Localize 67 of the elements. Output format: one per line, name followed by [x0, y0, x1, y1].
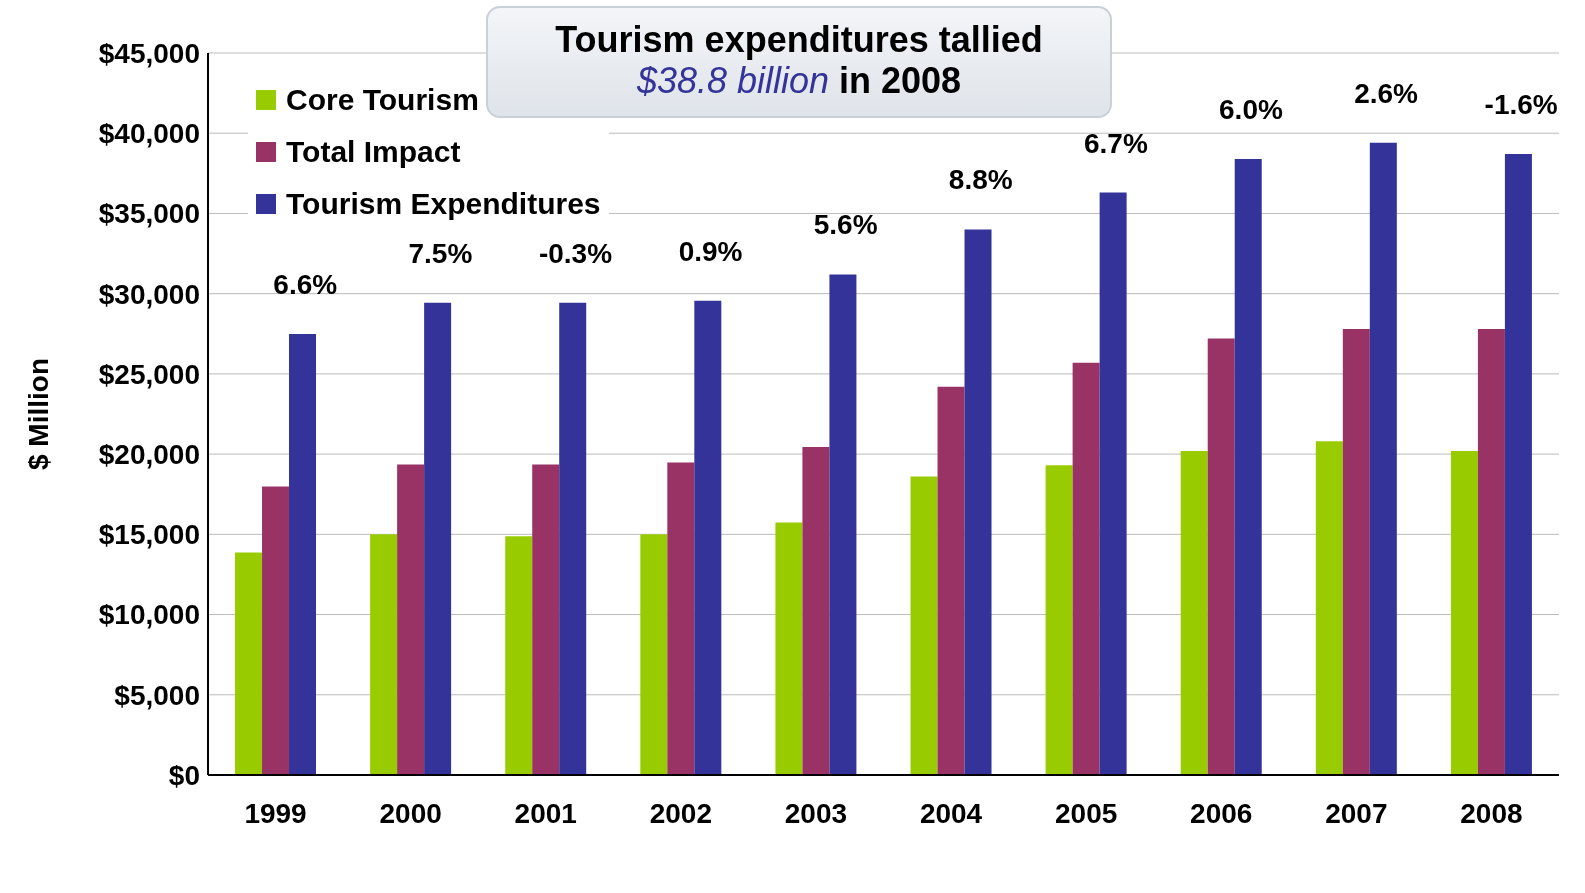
y-tick-label: $35,000 [98, 198, 200, 230]
bar [1072, 362, 1100, 775]
annotation: 0.9% [678, 235, 743, 267]
y-tick-label: $5,000 [114, 679, 200, 711]
legend-label: Core Tourism [286, 83, 479, 117]
bar [775, 522, 803, 775]
x-tick-label: 2003 [784, 797, 848, 829]
chart-title: Tourism expenditures tallied [554, 19, 1044, 60]
bar [1477, 328, 1505, 775]
bar [1369, 142, 1397, 775]
bar [829, 274, 857, 775]
bar [1045, 465, 1073, 775]
annotation: 7.5% [408, 237, 473, 269]
title-panel: Tourism expenditures tallied $38.8 billion in 2008 [486, 6, 1112, 118]
x-tick-label: 2006 [1190, 797, 1253, 829]
bar [1180, 450, 1208, 775]
bar [397, 464, 425, 775]
legend-label: Tourism Expenditures [286, 187, 601, 221]
bar [910, 476, 938, 775]
y-tick-label: $25,000 [98, 358, 200, 390]
annotation: 2.6% [1354, 77, 1419, 109]
bar [1315, 441, 1343, 775]
bar [262, 486, 290, 775]
bar [640, 534, 668, 775]
y-axis-title: $ Million [22, 358, 54, 470]
legend-label: Total Impact [286, 135, 461, 169]
bar [1342, 328, 1370, 775]
x-tick-label: 2000 [379, 797, 442, 829]
x-tick-label: 2001 [514, 797, 577, 829]
annotation: 8.8% [948, 164, 1013, 196]
annotation: 6.6% [273, 268, 338, 300]
bar [802, 447, 830, 775]
bar [559, 302, 587, 775]
y-tick-label: $40,000 [98, 118, 200, 150]
bar [532, 464, 560, 775]
bar [235, 552, 263, 775]
bar [667, 462, 695, 775]
y-tick-label: $30,000 [98, 278, 200, 310]
bar [505, 536, 533, 775]
annotation: 6.0% [1219, 93, 1283, 125]
annotation: 5.6% [813, 209, 878, 241]
y-tick-label: $10,000 [98, 599, 200, 631]
bar [694, 300, 722, 775]
bar [370, 534, 398, 775]
x-tick-label: 2007 [1325, 797, 1388, 829]
y-tick-label: $45,000 [98, 37, 200, 69]
bar [1504, 154, 1532, 775]
bar [937, 386, 965, 775]
annotation: 6.7% [1083, 127, 1148, 159]
bar [424, 302, 452, 775]
bar [1234, 158, 1262, 775]
y-tick-label: $20,000 [98, 439, 200, 471]
y-tick-label: $15,000 [98, 519, 200, 551]
x-tick-label: 1999 [244, 797, 307, 829]
x-tick-label: 2005 [1055, 797, 1118, 829]
bar [289, 333, 317, 775]
annotation: -1.6% [1484, 89, 1558, 121]
chart-subtitle: $38.8 billion in 2008 [636, 60, 962, 101]
annotation: -0.3% [538, 237, 613, 269]
x-tick-label: 2002 [649, 797, 712, 829]
x-tick-label: 2004 [919, 797, 983, 829]
bar [1450, 450, 1478, 775]
bar [1207, 338, 1235, 775]
bar [1099, 192, 1127, 775]
y-tick-label: $0 [168, 759, 200, 791]
x-tick-label: 2008 [1460, 797, 1523, 829]
bar [964, 229, 992, 775]
